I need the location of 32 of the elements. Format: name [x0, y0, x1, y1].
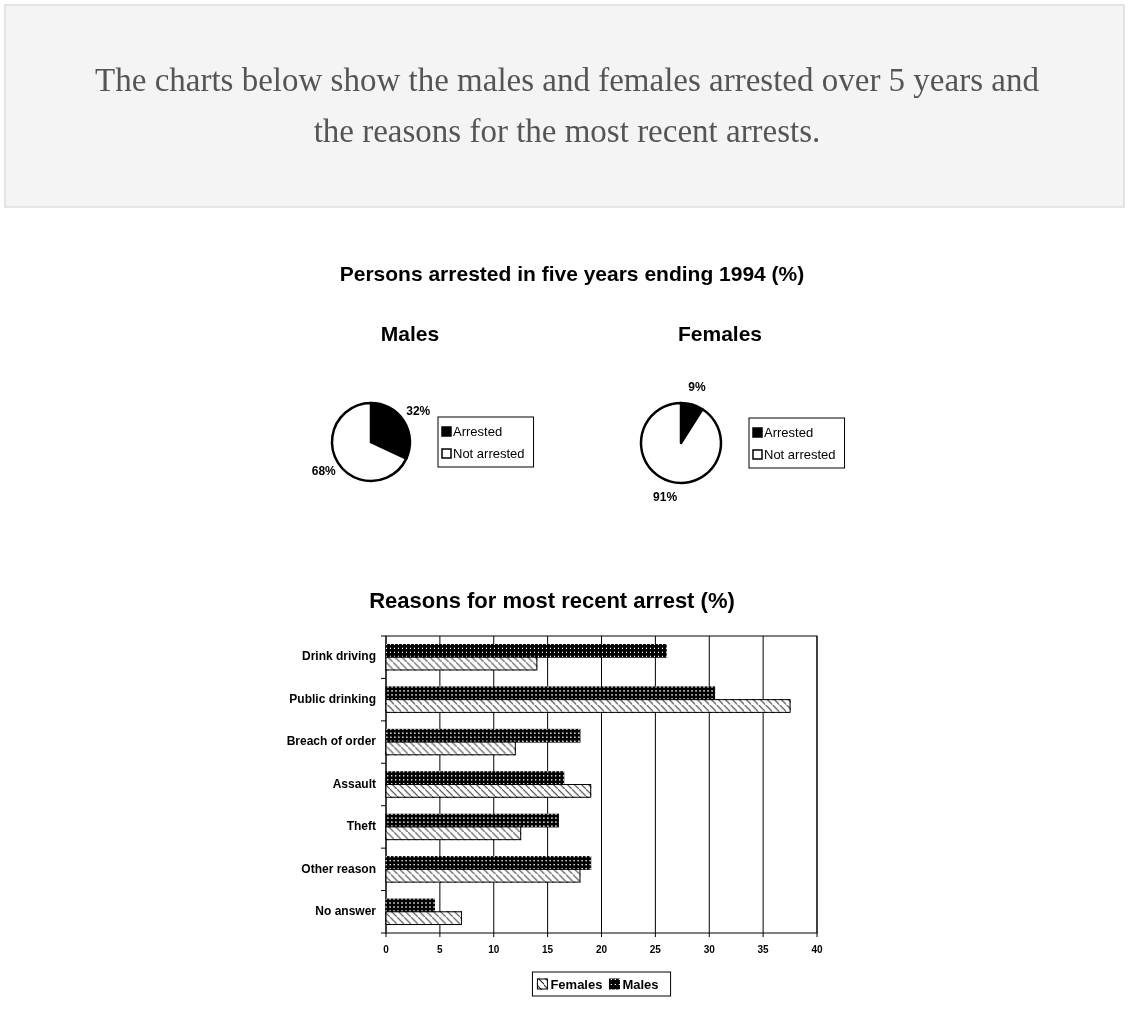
x-tick-label: 15 [542, 944, 554, 955]
y-tick-label: No answer [315, 903, 377, 918]
y-tick-label: Drink driving [301, 649, 376, 664]
y-tick-label: Assault [332, 776, 376, 791]
y-tick-label: Theft [346, 819, 376, 834]
x-tick-label: 25 [649, 944, 662, 955]
text: The charts below show the males and females arrested over 5 years and the reasons for the most recent arrests. [95, 61, 1040, 149]
chart-subtitle: Females [677, 322, 763, 345]
chart-subtitle: Males [380, 322, 440, 345]
legend-label: Males [622, 977, 659, 992]
legend-label: Arrested [764, 425, 814, 440]
y-tick-label: Other reason [301, 861, 376, 876]
x-tick-label: 35 [757, 944, 770, 955]
chart-title: Persons arrested in five years ending 1994 (%) [339, 262, 805, 285]
x-tick-label: 5 [437, 944, 444, 955]
legend-label: Arrested [453, 424, 503, 439]
data-label: 9% [688, 380, 706, 395]
data-label: 91% [653, 489, 678, 504]
x-tick-label: 40 [811, 944, 823, 955]
legend-label: Not arrested [764, 447, 836, 462]
x-tick-label: 0 [383, 944, 390, 955]
y-tick-label: Breach of order [286, 734, 377, 749]
pie-slice [639, 401, 723, 485]
chart-title: Reasons for most recent arrest (%) [369, 588, 735, 613]
x-tick-label: 10 [488, 944, 500, 955]
legend-label: Not arrested [453, 446, 525, 461]
x-tick-label: 30 [703, 944, 716, 955]
x-tick-label: 20 [595, 944, 608, 955]
legend-label: Females [550, 977, 603, 992]
data-label: 68% [311, 464, 337, 479]
data-label: 32% [406, 404, 431, 419]
y-tick-label: Public drinking [289, 691, 376, 706]
